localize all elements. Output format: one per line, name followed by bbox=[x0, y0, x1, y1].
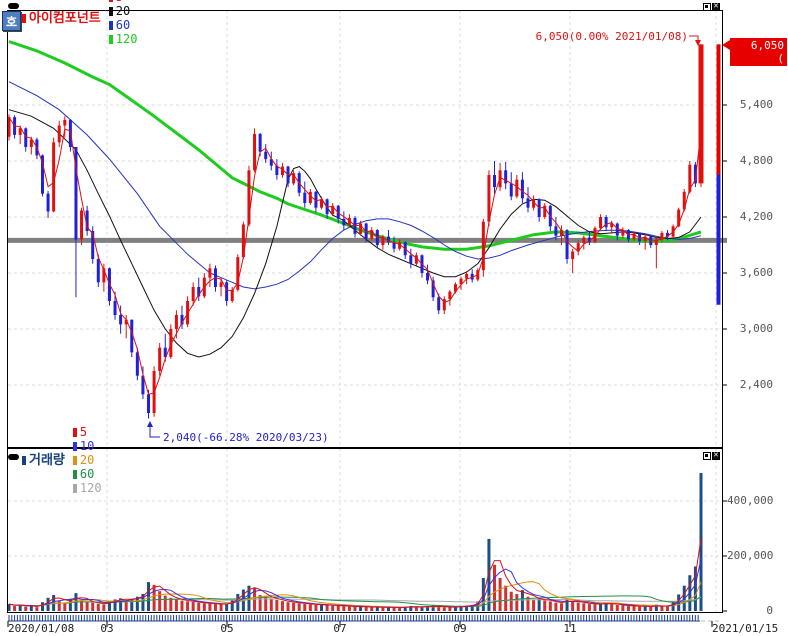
current-price-change: ( 29.97%) bbox=[737, 52, 784, 78]
current-price-label: 6,050 ( 29.97%) bbox=[722, 38, 787, 78]
stock-title-marker bbox=[22, 13, 26, 23]
volume-close-icon[interactable] bbox=[712, 452, 720, 460]
volume-ma-legend-items: 5 10 20 60 120 bbox=[72, 425, 111, 495]
date-axis-label: 11 bbox=[563, 622, 577, 635]
date-axis-label: 09 bbox=[453, 622, 467, 635]
price-axis-label: 4,200 bbox=[739, 210, 773, 223]
volume-title-marker bbox=[22, 455, 26, 465]
legend-swatch-icon bbox=[108, 6, 113, 16]
volume-legend: 거래량 5 10 20 60 120 bbox=[22, 425, 111, 495]
price-axis-label: 2,400 bbox=[739, 378, 773, 391]
legend-item-ma5: 5 bbox=[72, 425, 102, 439]
annotation-arrows bbox=[147, 35, 701, 438]
current-price-value: 6,050 bbox=[750, 39, 784, 52]
price-axis-label: 3,600 bbox=[739, 266, 773, 279]
current-price-pointer-icon bbox=[722, 40, 730, 50]
date-axis-label: 2021/01/15 bbox=[712, 622, 779, 635]
legend-swatch-icon bbox=[108, 34, 113, 44]
pane-borders bbox=[7, 10, 727, 613]
legend-menu-icon[interactable] bbox=[8, 3, 19, 9]
price-limit-gauge bbox=[716, 44, 721, 305]
legend-swatch-icon bbox=[72, 469, 77, 479]
hoga-quote-badge[interactable]: 호 bbox=[2, 11, 21, 31]
date-axis-label: 07 bbox=[333, 622, 347, 635]
period-low-annotation: 2,040(-66.28% 2020/03/23) bbox=[163, 431, 329, 444]
legend-swatch-icon bbox=[72, 427, 77, 437]
price-ma5-line bbox=[8, 116, 702, 395]
volume-pane-window-buttons bbox=[703, 452, 720, 460]
stock-title: 아이컴포넌트 bbox=[22, 11, 101, 25]
volume-title: 거래량 bbox=[22, 453, 65, 467]
legend-item-ma20: 20 bbox=[72, 453, 102, 467]
legend-item-ma120: 120 bbox=[108, 32, 137, 46]
period-high-annotation: 6,050(0.00% 2021/01/08) bbox=[535, 30, 688, 43]
date-tick-strip bbox=[7, 615, 722, 627]
legend-swatch-icon bbox=[72, 441, 77, 451]
date-axis-label: 05 bbox=[220, 622, 234, 635]
legend-swatch-icon bbox=[72, 483, 77, 493]
legend-item-ma60: 60 bbox=[108, 18, 138, 32]
date-axis-label: 2020/01/08 bbox=[8, 622, 75, 635]
restore-icon[interactable] bbox=[703, 3, 711, 11]
volume-ma60-line bbox=[8, 595, 702, 607]
legend-item-ma20: 20 bbox=[108, 4, 138, 18]
price-ma120-line bbox=[8, 40, 702, 251]
price-axis-label: 5,400 bbox=[739, 98, 773, 111]
price-legend: 아이컴포넌트 52060120 bbox=[22, 0, 146, 46]
legend-swatch-icon bbox=[72, 455, 77, 465]
volume-legend-menu-icon[interactable] bbox=[8, 454, 19, 460]
legend-item-ma5: 5 bbox=[108, 0, 138, 4]
price-pane-window-buttons bbox=[703, 3, 720, 11]
price-ma60-line bbox=[8, 81, 702, 290]
legend-item-ma120: 120 bbox=[72, 481, 102, 495]
date-axis-label: 03 bbox=[100, 622, 114, 635]
volume-ma5-line bbox=[8, 538, 702, 608]
price-axis-label: 3,000 bbox=[739, 322, 773, 335]
volume-restore-icon[interactable] bbox=[703, 452, 711, 460]
volume-bars bbox=[7, 472, 703, 611]
legend-item-ma10: 10 bbox=[72, 439, 102, 453]
close-icon[interactable] bbox=[712, 3, 720, 11]
legend-swatch-icon bbox=[108, 20, 113, 30]
price-axis-label: 4,800 bbox=[739, 154, 773, 167]
price-ma-legend-items: 52060120 bbox=[108, 0, 147, 46]
legend-item-ma60: 60 bbox=[72, 467, 102, 481]
legend-swatch-icon bbox=[108, 0, 113, 2]
volume-axis-label: 400,000 bbox=[727, 494, 774, 507]
volume-axis-label: 0 bbox=[766, 604, 773, 617]
volume-axis-label: 200,000 bbox=[727, 549, 774, 562]
